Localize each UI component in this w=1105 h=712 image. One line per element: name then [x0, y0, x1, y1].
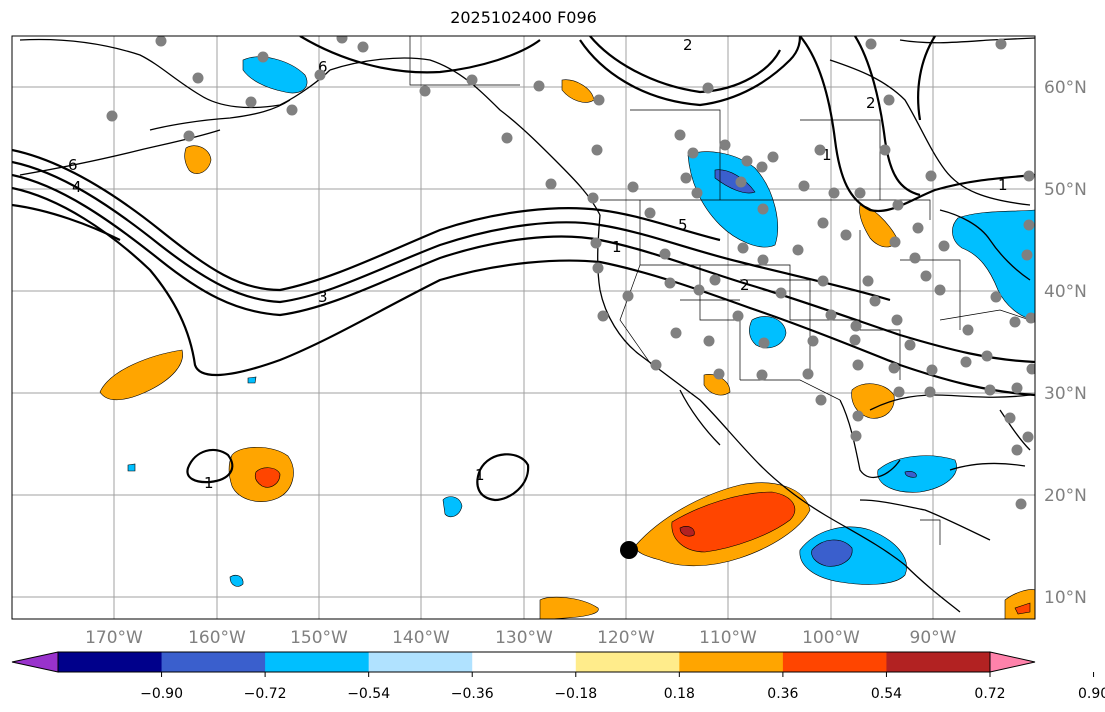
longitude-labels: 170°W 160°W 150°W 140°W 130°W 120°W 110°…	[85, 628, 957, 648]
colorbar-segment	[886, 652, 991, 672]
contour-label: 1	[475, 466, 485, 484]
contour-label: 6	[318, 58, 328, 76]
lon-label: 150°W	[290, 628, 348, 648]
latitude-labels: 60°N 50°N 40°N 30°N 20°N 10°N	[1044, 78, 1087, 608]
colorbar-segment	[161, 652, 266, 672]
colorbar-extend-high	[989, 651, 1036, 673]
lat-label: 10°N	[1044, 588, 1087, 608]
colorbar-tick-label: −0.36	[451, 686, 494, 702]
lat-label: 30°N	[1044, 384, 1087, 404]
colorbar: −0.90 −0.72 −0.54 −0.36 −0.18 0.18 0.36 0.54 0.7…	[11, 651, 1105, 702]
lon-label: 160°W	[188, 628, 246, 648]
lat-label: 50°N	[1044, 180, 1087, 200]
colorbar-tick-label: 0.18	[664, 686, 695, 702]
lat-label: 40°N	[1044, 282, 1087, 302]
contour-label: 2	[683, 36, 693, 54]
contour-label: 2	[866, 94, 876, 112]
colorbar-segment	[265, 652, 370, 672]
lat-label: 60°N	[1044, 78, 1087, 98]
lon-label: 100°W	[802, 628, 860, 648]
contour-label: 4	[72, 178, 82, 196]
colorbar-tick-label: −0.90	[140, 686, 183, 702]
contour-label: 2	[740, 276, 750, 294]
map-title: 2025102400 F096	[450, 8, 597, 27]
contour-label: 5	[678, 216, 688, 234]
station-markers	[106, 36, 1035, 510]
colorbar-tick-label: −0.72	[244, 686, 287, 702]
colorbar-tick-label: −0.54	[347, 686, 390, 702]
contour-label: 1	[204, 474, 214, 492]
contour-label: 1	[612, 238, 622, 256]
contour-label: 6	[68, 156, 78, 174]
colorbar-segment	[782, 652, 887, 672]
lon-label: 140°W	[392, 628, 450, 648]
lon-label: 120°W	[597, 628, 655, 648]
lon-label: 170°W	[85, 628, 143, 648]
colorbar-tick-label: −0.18	[554, 686, 597, 702]
colorbar-segment	[679, 652, 784, 672]
colorbar-tick-label: 0.36	[767, 686, 798, 702]
colorbar-extend-low	[11, 651, 59, 673]
political-borders	[409, 36, 1031, 545]
contour-label: 1	[822, 146, 832, 164]
lon-label: 90°W	[910, 628, 957, 648]
lat-label: 20°N	[1044, 486, 1087, 506]
colorbar-segment	[58, 652, 163, 672]
colorbar-segment	[575, 652, 680, 672]
highlight-marker	[620, 541, 638, 559]
lon-label: 130°W	[495, 628, 553, 648]
anomaly-shading	[99, 56, 1035, 619]
colorbar-segment	[368, 652, 473, 672]
lon-label: 110°W	[699, 628, 757, 648]
colorbar-tick-label: 0.54	[871, 686, 902, 702]
colorbar-tick-label: 0.90	[1078, 686, 1105, 702]
contour-label: 1	[998, 176, 1008, 194]
contour-label: 3	[318, 288, 328, 306]
coastlines	[19, 37, 1035, 613]
colorbar-segment	[472, 652, 577, 672]
map-frame	[11, 35, 1036, 620]
colorbar-tick-label: 0.72	[974, 686, 1005, 702]
contour-labels: 6 4 3 1 1 1 1 2 2 5 6 2 1	[68, 36, 1008, 492]
height-contours	[12, 36, 1035, 502]
